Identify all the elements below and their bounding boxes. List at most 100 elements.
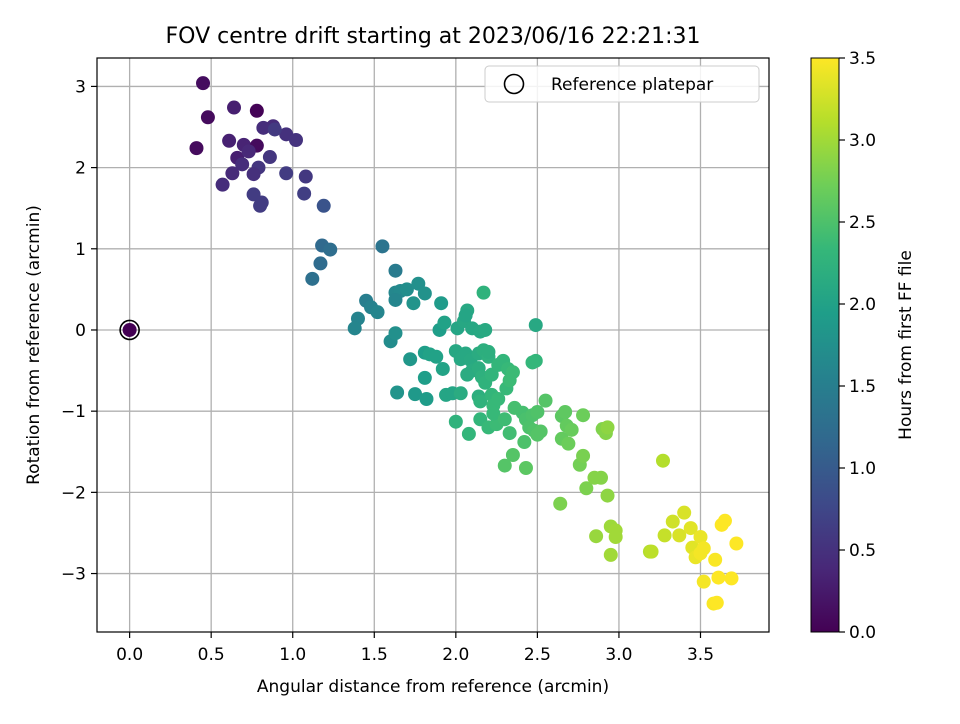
data-point: [313, 256, 328, 271]
data-point: [709, 595, 724, 610]
data-point: [517, 435, 532, 450]
data-point: [502, 373, 517, 388]
data-point: [434, 296, 449, 311]
data-point: [403, 352, 418, 367]
data-point: [644, 544, 659, 559]
data-point: [323, 242, 338, 257]
data-point: [437, 315, 452, 330]
data-point: [388, 326, 403, 341]
data-point: [419, 391, 434, 406]
data-point: [399, 282, 414, 297]
data-point: [696, 574, 711, 589]
data-point: [729, 536, 744, 551]
data-point: [122, 322, 137, 337]
colorbar-label: Hours from first FF file: [896, 250, 916, 440]
y-tick-label: 3: [75, 77, 86, 97]
data-point: [665, 514, 680, 529]
data-point: [370, 305, 385, 320]
data-points: [119, 76, 744, 611]
reference-marker-icon: [119, 319, 140, 341]
data-point: [497, 458, 512, 473]
data-point: [579, 481, 594, 496]
data-point: [657, 528, 672, 543]
data-point: [241, 144, 256, 159]
data-point: [458, 308, 473, 323]
y-tick-label: 1: [75, 240, 86, 260]
data-point: [461, 426, 476, 441]
axis-ticks: 0.0 0.5 1.0 1.5 2.0 2.5 3.0 3.5 3 2 1 0 −1 −2 −3: [61, 77, 714, 665]
data-point: [576, 448, 591, 463]
data-point: [267, 122, 282, 137]
data-point: [256, 120, 271, 135]
data-point: [435, 361, 450, 376]
data-point: [453, 386, 468, 401]
x-axis-label: Angular distance from reference (arcmin): [257, 677, 609, 697]
data-point: [538, 393, 553, 408]
data-point: [525, 355, 540, 370]
data-point: [215, 177, 230, 192]
x-tick-label: 1.5: [361, 645, 388, 665]
colorbar-tick-label: 1.0: [849, 459, 876, 479]
data-point: [683, 521, 698, 536]
data-point: [558, 404, 573, 419]
data-point: [298, 169, 313, 184]
x-tick-label: 2.0: [442, 645, 469, 665]
legend: Reference platepar: [484, 65, 760, 103]
data-point: [249, 103, 264, 118]
data-point: [708, 552, 723, 567]
data-point: [227, 100, 242, 115]
data-point: [478, 322, 493, 337]
x-tick-label: 3.5: [687, 645, 714, 665]
data-point: [672, 528, 687, 543]
legend-label: Reference platepar: [551, 75, 713, 95]
data-point: [589, 529, 604, 544]
data-point: [497, 412, 512, 427]
data-point: [417, 286, 432, 301]
data-point: [564, 422, 579, 437]
data-point: [553, 496, 568, 511]
data-point: [222, 133, 237, 148]
y-tick-label: 2: [75, 159, 86, 179]
colorbar-tick-label: 3.5: [849, 49, 876, 69]
colorbar: [810, 57, 840, 633]
x-tick-label: 1.0: [279, 645, 306, 665]
data-point: [408, 387, 423, 402]
legend-box: [484, 65, 760, 103]
data-point: [491, 391, 506, 406]
x-tick-label: 0.0: [116, 645, 143, 665]
colorbar-tick-label: 1.5: [849, 377, 876, 397]
chart-title: FOV centre drift starting at 2023/06/16 …: [166, 24, 701, 49]
colorbar-tick-label: 0.5: [849, 541, 876, 561]
data-point: [388, 263, 403, 278]
data-point: [347, 321, 362, 336]
data-point: [600, 488, 615, 503]
data-point: [724, 571, 739, 586]
data-point: [576, 408, 591, 423]
y-tick-label: 0: [75, 321, 86, 341]
y-tick-label: −3: [61, 565, 86, 585]
data-point: [460, 367, 475, 382]
data-point: [518, 461, 533, 475]
data-point: [253, 198, 268, 213]
colorbar-tick-label: 2.5: [849, 213, 876, 233]
data-point: [316, 198, 331, 213]
data-point: [288, 133, 303, 147]
data-point: [608, 530, 623, 545]
data-point: [677, 505, 692, 520]
data-point: [375, 239, 390, 254]
legend-marker-icon: [503, 73, 525, 95]
data-point: [388, 292, 403, 307]
colorbar-tick-label: 3.0: [849, 131, 876, 151]
x-tick-label: 0.5: [198, 645, 225, 665]
data-point: [711, 570, 726, 585]
data-point: [448, 414, 463, 429]
y-tick-label: −1: [61, 402, 86, 422]
x-tick-label: 3.0: [605, 645, 632, 665]
x-tick-label: 2.5: [524, 645, 551, 665]
data-point: [530, 404, 545, 419]
data-point: [476, 285, 491, 300]
data-point: [406, 296, 421, 311]
colorbar-tick-label: 2.0: [849, 295, 876, 315]
